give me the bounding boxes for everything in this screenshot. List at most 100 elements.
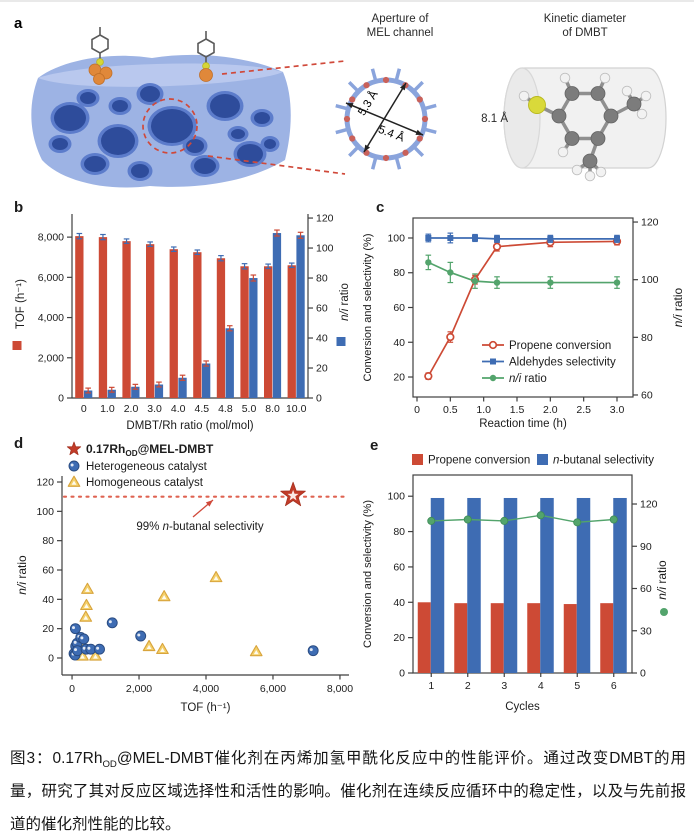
svg-text:4.5: 4.5 [194,403,209,415]
figure-caption: 图3：0.17RhOD@MEL-DMBT催化剂在丙烯加氢甲酰化反应中的性能评价。… [10,742,686,834]
svg-text:0: 0 [316,393,322,405]
dmbt-sketch-left [91,27,109,66]
y-axis-label-left: TOF (h⁻¹) [12,279,27,350]
plot-b: b 0 2,000 4,000 6,000 8,000 0 20 40 60 80 100 120 0 1.… [12,199,351,432]
zoom-dashes [142,60,346,175]
legend-c: Propene conversion Aldehydes selectivity n… [482,340,616,385]
kinetic-diameter-value: 8.1 Å [481,112,508,125]
plot-e: e 0 20 40 60 80 100 0 30 60 90 120 1 2 3 4 5 6 Propene con… [362,437,669,713]
svg-text:0: 0 [69,683,75,695]
svg-text:8,000: 8,000 [327,683,353,695]
y-axis-label-right: n/i ratio [336,283,351,346]
svg-text:n/i ratio: n/i ratio [671,287,685,327]
svg-text:Aldehydes selectivity: Aldehydes selectivity [509,356,616,368]
y-axis-label-right: n/i ratio [655,560,669,616]
svg-text:100: 100 [316,243,334,255]
svg-text:40: 40 [393,597,405,609]
chart-e: e 0 20 40 60 80 100 0 30 60 90 120 1 2 3 4 5 6 Propene con… [362,437,669,713]
svg-text:DMBT/Rh ratio (mol/mol): DMBT/Rh ratio (mol/mol) [126,420,253,432]
series-2 [425,254,621,289]
surface-molecules [88,27,215,85]
svg-text:40: 40 [316,333,328,345]
rh-cluster-right [199,68,213,82]
caption-part1: 图3：0.17Rh [10,749,103,767]
svg-text:80: 80 [641,332,653,344]
svg-text:80: 80 [393,267,405,279]
svg-text:120: 120 [641,217,659,229]
svg-text:20: 20 [393,632,405,644]
svg-text:1.0: 1.0 [100,403,115,415]
svg-text:0: 0 [81,403,87,415]
porous-structure [31,54,291,188]
legend-e: Propene conversion n-butanal selectivity [412,454,654,467]
svg-text:10.0: 10.0 [286,403,307,415]
svg-text:Homogeneous catalyst: Homogeneous catalyst [86,477,204,489]
y-axis-label-left: Conversion and selectivity (%) [362,234,374,382]
svg-text:Propene conversion: Propene conversion [428,455,530,467]
svg-text:2.0: 2.0 [124,403,139,415]
svg-text:8.0: 8.0 [265,403,280,415]
svg-text:TOF (h⁻¹): TOF (h⁻¹) [181,702,231,714]
ni-ratio-line [427,511,618,527]
svg-text:n-butanal selectivity: n-butanal selectivity [553,455,654,467]
svg-text:2.0: 2.0 [543,404,558,416]
bars-ni-ratio [84,229,305,398]
svg-text:99% n-butanal selectivity: 99% n-butanal selectivity [136,521,263,533]
svg-text:60: 60 [42,565,54,577]
svg-text:120: 120 [316,213,334,225]
svg-text:n/i ratio: n/i ratio [15,555,29,595]
svg-text:100: 100 [387,232,405,244]
y-axis-label: n/i ratio [15,555,29,595]
svg-text:60: 60 [393,302,405,314]
svg-text:80: 80 [316,273,328,285]
svg-text:3: 3 [501,680,507,692]
kinetic-title: Kinetic diameter of DMBT [543,13,627,40]
svg-text:1: 1 [428,680,434,692]
svg-text:5: 5 [574,680,580,692]
svg-text:6,000: 6,000 [260,683,286,695]
svg-text:Heterogeneous catalyst: Heterogeneous catalyst [86,461,208,473]
svg-text:20: 20 [393,372,405,384]
svg-text:n/i ratio: n/i ratio [655,560,669,600]
svg-text:60: 60 [641,389,653,401]
svg-text:0: 0 [640,668,646,680]
svg-text:Conversion and selectivity (%): Conversion and selectivity (%) [362,500,374,648]
svg-text:n/i ratio: n/i ratio [509,373,547,385]
svg-text:4,000: 4,000 [38,312,64,324]
svg-text:120: 120 [640,499,658,511]
svg-text:20: 20 [42,623,54,635]
top-divider [0,0,694,2]
svg-text:60: 60 [393,561,405,573]
svg-text:0: 0 [414,404,420,416]
svg-text:100: 100 [387,491,405,503]
svg-text:1.5: 1.5 [510,404,525,416]
svg-text:3.0: 3.0 [147,403,162,415]
svg-text:5.0: 5.0 [242,403,257,415]
svg-text:4: 4 [538,680,544,692]
svg-text:2.5: 2.5 [576,404,591,416]
svg-text:80: 80 [42,535,54,547]
bars-tof [75,232,296,398]
svg-text:60: 60 [640,583,652,595]
svg-text:Cycles: Cycles [505,701,540,713]
aperture-title: Aperture of MEL channel [366,13,434,40]
legend-d: 0.17RhOD@MEL-DMBT Heterogeneous catalyst H… [66,441,214,489]
svg-text:60: 60 [316,303,328,315]
plot-c: c 20 40 60 80 100 60 80 100 120 0 0.5 1.0 1.5 2.0 2.5 3.… [362,199,685,430]
svg-text:8,000: 8,000 [38,232,64,244]
svg-text:6: 6 [611,680,617,692]
svg-text:n/i ratio: n/i ratio [339,283,351,321]
svg-text:Reaction time (h): Reaction time (h) [479,418,567,430]
svg-text:6,000: 6,000 [38,272,64,284]
svg-text:Propene conversion: Propene conversion [509,340,611,352]
rh-cluster-left [88,63,113,85]
svg-text:0: 0 [48,652,54,664]
svg-text:20: 20 [316,363,328,375]
svg-text:0.5: 0.5 [443,404,458,416]
panel-a-illustration: a [14,15,667,188]
svg-text:100: 100 [641,274,659,286]
svg-text:2,000: 2,000 [126,683,152,695]
svg-text:c: c [376,199,384,216]
svg-text:2: 2 [465,680,471,692]
